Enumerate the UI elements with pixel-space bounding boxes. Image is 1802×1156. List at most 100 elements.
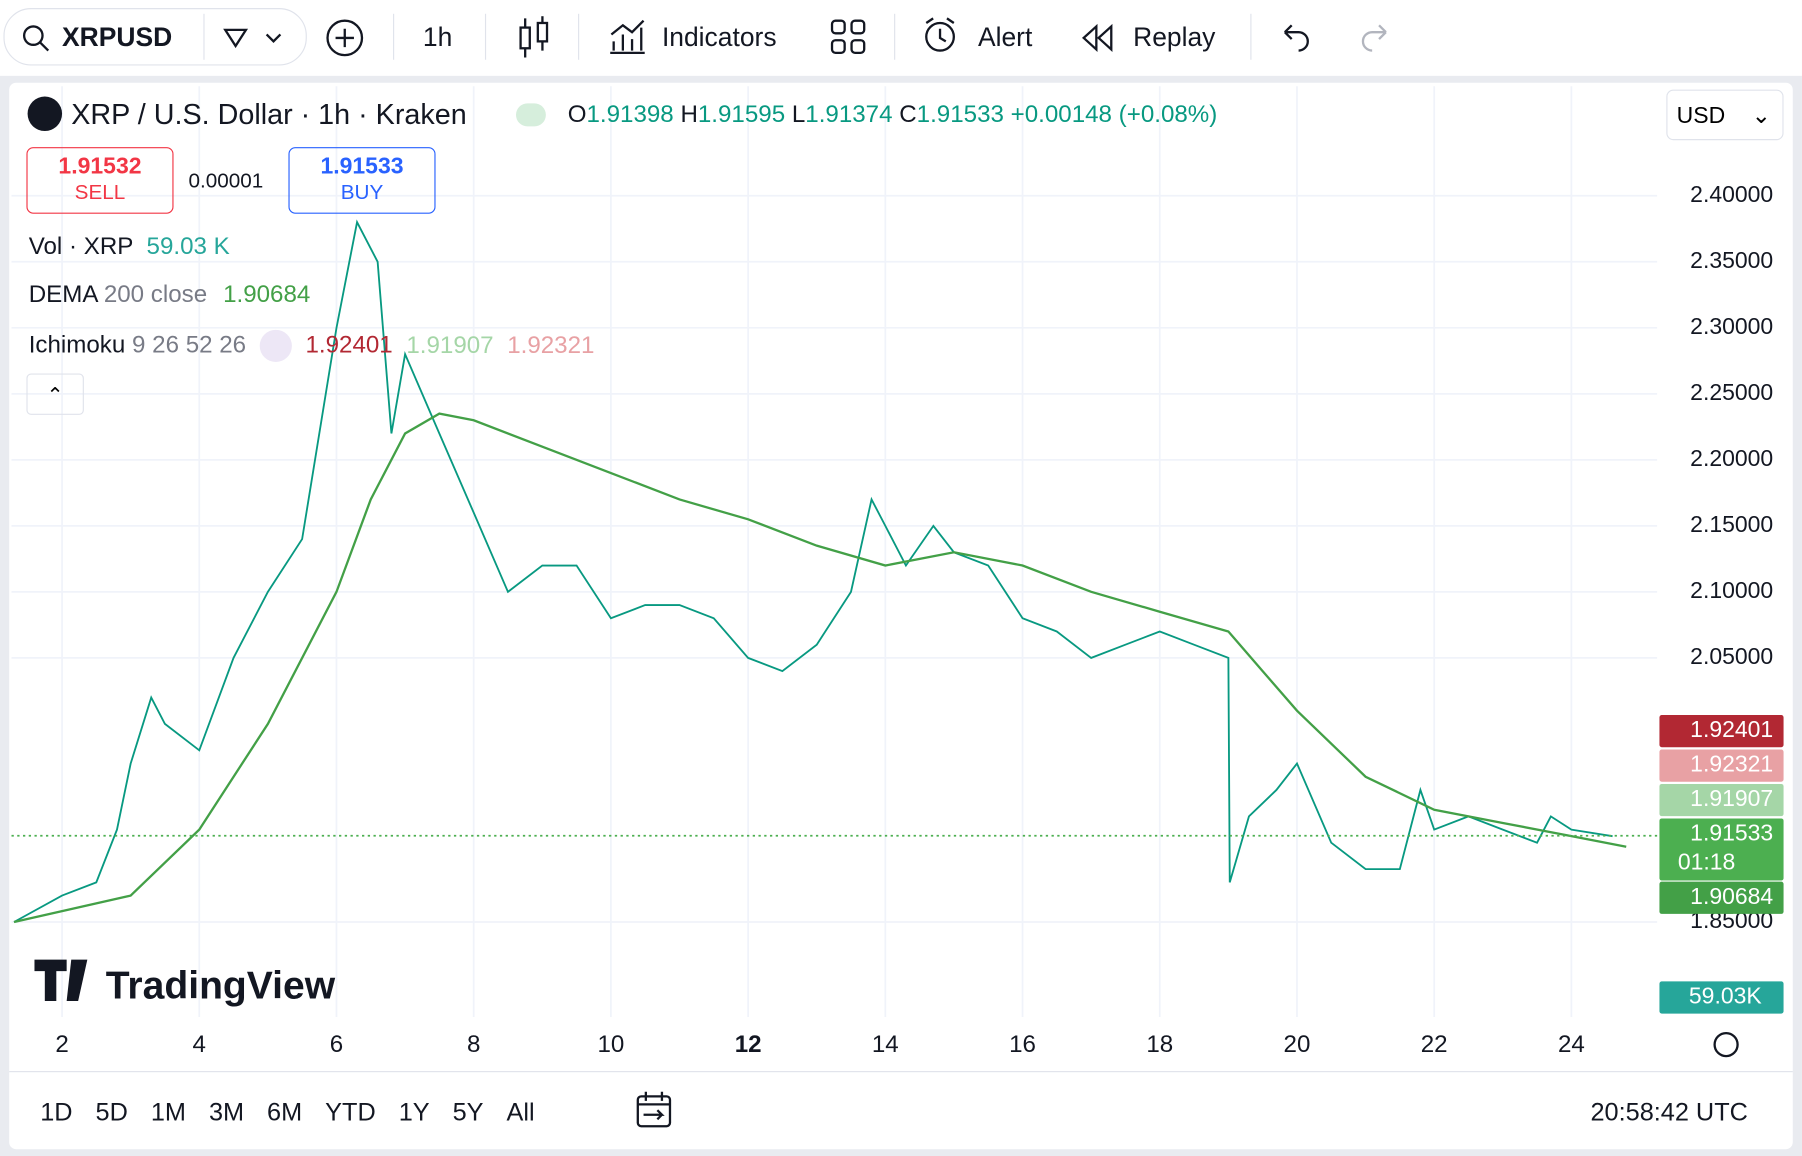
range-button[interactable]: 1M bbox=[150, 1097, 186, 1127]
volume-legend: Vol · XRP 59.03 K bbox=[29, 233, 230, 261]
price-badge bbox=[1659, 749, 1784, 782]
x-tick-label: 10 bbox=[597, 1031, 624, 1058]
dema-label: DEMA bbox=[28, 281, 98, 308]
range-button[interactable]: All bbox=[506, 1097, 535, 1127]
series-line bbox=[13, 219, 1613, 923]
alert-icon[interactable] bbox=[922, 16, 963, 57]
close: 1.91533 bbox=[916, 101, 1004, 128]
ichimoku-1: 1.92401 bbox=[305, 331, 393, 359]
buy-price: 1.91533 bbox=[320, 153, 404, 180]
clock: 20:58:42 UTC bbox=[1590, 1097, 1748, 1127]
ichimoku-legend: Ichimoku 9 26 52 26 1.92401 1.91907 1.92… bbox=[28, 329, 595, 362]
y-tick-label: 2.25000 bbox=[1690, 379, 1773, 405]
market-status[interactable] bbox=[515, 103, 546, 127]
symbol-title: XRP / U.S. Dollar · 1h · Kraken bbox=[71, 98, 467, 132]
buy-label: BUY bbox=[340, 180, 384, 204]
x-tick-label: 4 bbox=[193, 1031, 206, 1058]
buy-button[interactable]: 1.91533 BUY bbox=[288, 147, 436, 214]
ohlc: O1.91398 H1.91595 L1.91374 C1.91533 +0.0… bbox=[568, 101, 1218, 129]
ichimoku-label: Ichimoku bbox=[28, 331, 126, 359]
ichimoku-2: 1.91907 bbox=[406, 331, 494, 359]
high: 1.91595 bbox=[697, 101, 786, 128]
alert[interactable]: Alert bbox=[977, 21, 1033, 52]
c-label: C bbox=[899, 101, 917, 128]
y-tick-label: 2.10000 bbox=[1690, 577, 1773, 603]
currency: USD bbox=[1676, 103, 1726, 129]
vol-value: 59.03 K bbox=[146, 233, 230, 260]
collapse-button[interactable]: ⌃ bbox=[26, 373, 84, 415]
range-buttons: 1D 5D 1M 3M 6M YTD 1Y 5Y All bbox=[40, 1097, 557, 1127]
sell-price: 1.91532 bbox=[58, 153, 142, 180]
search-icon bbox=[22, 25, 50, 52]
volume-badge-bg bbox=[1659, 981, 1784, 1014]
watermark-logo bbox=[34, 959, 88, 1001]
range-button[interactable]: 1Y bbox=[398, 1097, 430, 1127]
range-button[interactable]: YTD bbox=[325, 1097, 376, 1127]
price-badge-label: 1.91533 bbox=[1690, 820, 1773, 846]
dema-legend: DEMA 200 close 1.90684 bbox=[29, 282, 311, 310]
loading-icon bbox=[259, 329, 292, 362]
goto-date-icon[interactable] bbox=[634, 1089, 675, 1130]
chart-type-icon[interactable] bbox=[517, 16, 551, 60]
indicators-icon[interactable] bbox=[607, 16, 648, 57]
add-icon[interactable] bbox=[325, 18, 364, 57]
range-button[interactable]: 5Y bbox=[452, 1097, 484, 1127]
series-line bbox=[13, 412, 1627, 924]
compare-icon[interactable] bbox=[221, 23, 290, 53]
ichimoku-3: 1.92321 bbox=[507, 331, 595, 359]
range-button[interactable]: 3M bbox=[208, 1097, 245, 1127]
sell-button[interactable]: 1.91532 SELL bbox=[26, 147, 174, 214]
indicators[interactable]: Indicators bbox=[661, 21, 777, 52]
o-label: O bbox=[567, 101, 587, 128]
x-tick-label: 14 bbox=[872, 1031, 899, 1058]
h-label: H bbox=[680, 101, 698, 128]
price-badge-label: 1.92401 bbox=[1690, 716, 1773, 742]
spread: 0.00001 bbox=[188, 168, 264, 192]
vol-label: Vol · XRP bbox=[28, 233, 133, 260]
x-tick-label: 20 bbox=[1284, 1031, 1311, 1058]
price-badge bbox=[1659, 784, 1784, 817]
symbol-search[interactable] bbox=[3, 8, 307, 66]
xrp-logo bbox=[27, 96, 63, 132]
price-badge-label: 1.90684 bbox=[1690, 883, 1773, 909]
symbol[interactable]: XRPUSD bbox=[62, 21, 173, 52]
x-tick-label: 16 bbox=[1009, 1031, 1036, 1058]
countdown: 01:18 bbox=[1678, 848, 1735, 874]
interval[interactable]: 1h bbox=[422, 21, 453, 52]
y-tick-label: 2.40000 bbox=[1690, 181, 1773, 207]
x-tick-label: 22 bbox=[1421, 1031, 1448, 1058]
y-tick-label: 2.35000 bbox=[1690, 247, 1773, 273]
undo-redo[interactable] bbox=[1278, 21, 1393, 55]
dema-params: 200 close bbox=[103, 281, 208, 308]
footer-divider bbox=[9, 1071, 1793, 1073]
currency-select[interactable]: USD ⌄ bbox=[1666, 89, 1784, 141]
volume-badge: 59.03K bbox=[1689, 983, 1762, 1009]
x-tick-label: 8 bbox=[467, 1031, 480, 1058]
change: +0.00148 (+0.08%) bbox=[1010, 101, 1218, 128]
sell-label: SELL bbox=[74, 180, 126, 204]
watermark: TradingView bbox=[106, 965, 336, 1008]
price-badge bbox=[1659, 715, 1784, 748]
x-tick-label: 18 bbox=[1146, 1031, 1173, 1058]
x-tick-label: 6 bbox=[330, 1031, 343, 1058]
open: 1.91398 bbox=[586, 101, 674, 128]
x-tick-label: 2 bbox=[55, 1031, 68, 1058]
l-label: L bbox=[791, 101, 806, 128]
toolbar: XRPUSD 1h Indicators Alert Replay bbox=[0, 0, 1802, 76]
ichimoku-params: 9 26 52 26 bbox=[132, 331, 247, 359]
x-tick-label: 24 bbox=[1558, 1031, 1585, 1058]
low: 1.91374 bbox=[805, 101, 893, 128]
replay[interactable]: Replay bbox=[1133, 21, 1216, 52]
y-tick-label: 2.20000 bbox=[1690, 445, 1773, 471]
layout-icon[interactable] bbox=[830, 18, 867, 55]
range-button[interactable]: 1D bbox=[40, 1097, 73, 1127]
dema-value: 1.90684 bbox=[223, 281, 311, 308]
range-button[interactable]: 5D bbox=[95, 1097, 128, 1127]
price-badge-label: 1.91907 bbox=[1690, 785, 1773, 811]
range-button[interactable]: 6M bbox=[267, 1097, 303, 1127]
chevron: ⌄ bbox=[1751, 103, 1771, 129]
replay-icon[interactable] bbox=[1080, 23, 1114, 53]
y-tick-label: 2.15000 bbox=[1690, 511, 1773, 537]
